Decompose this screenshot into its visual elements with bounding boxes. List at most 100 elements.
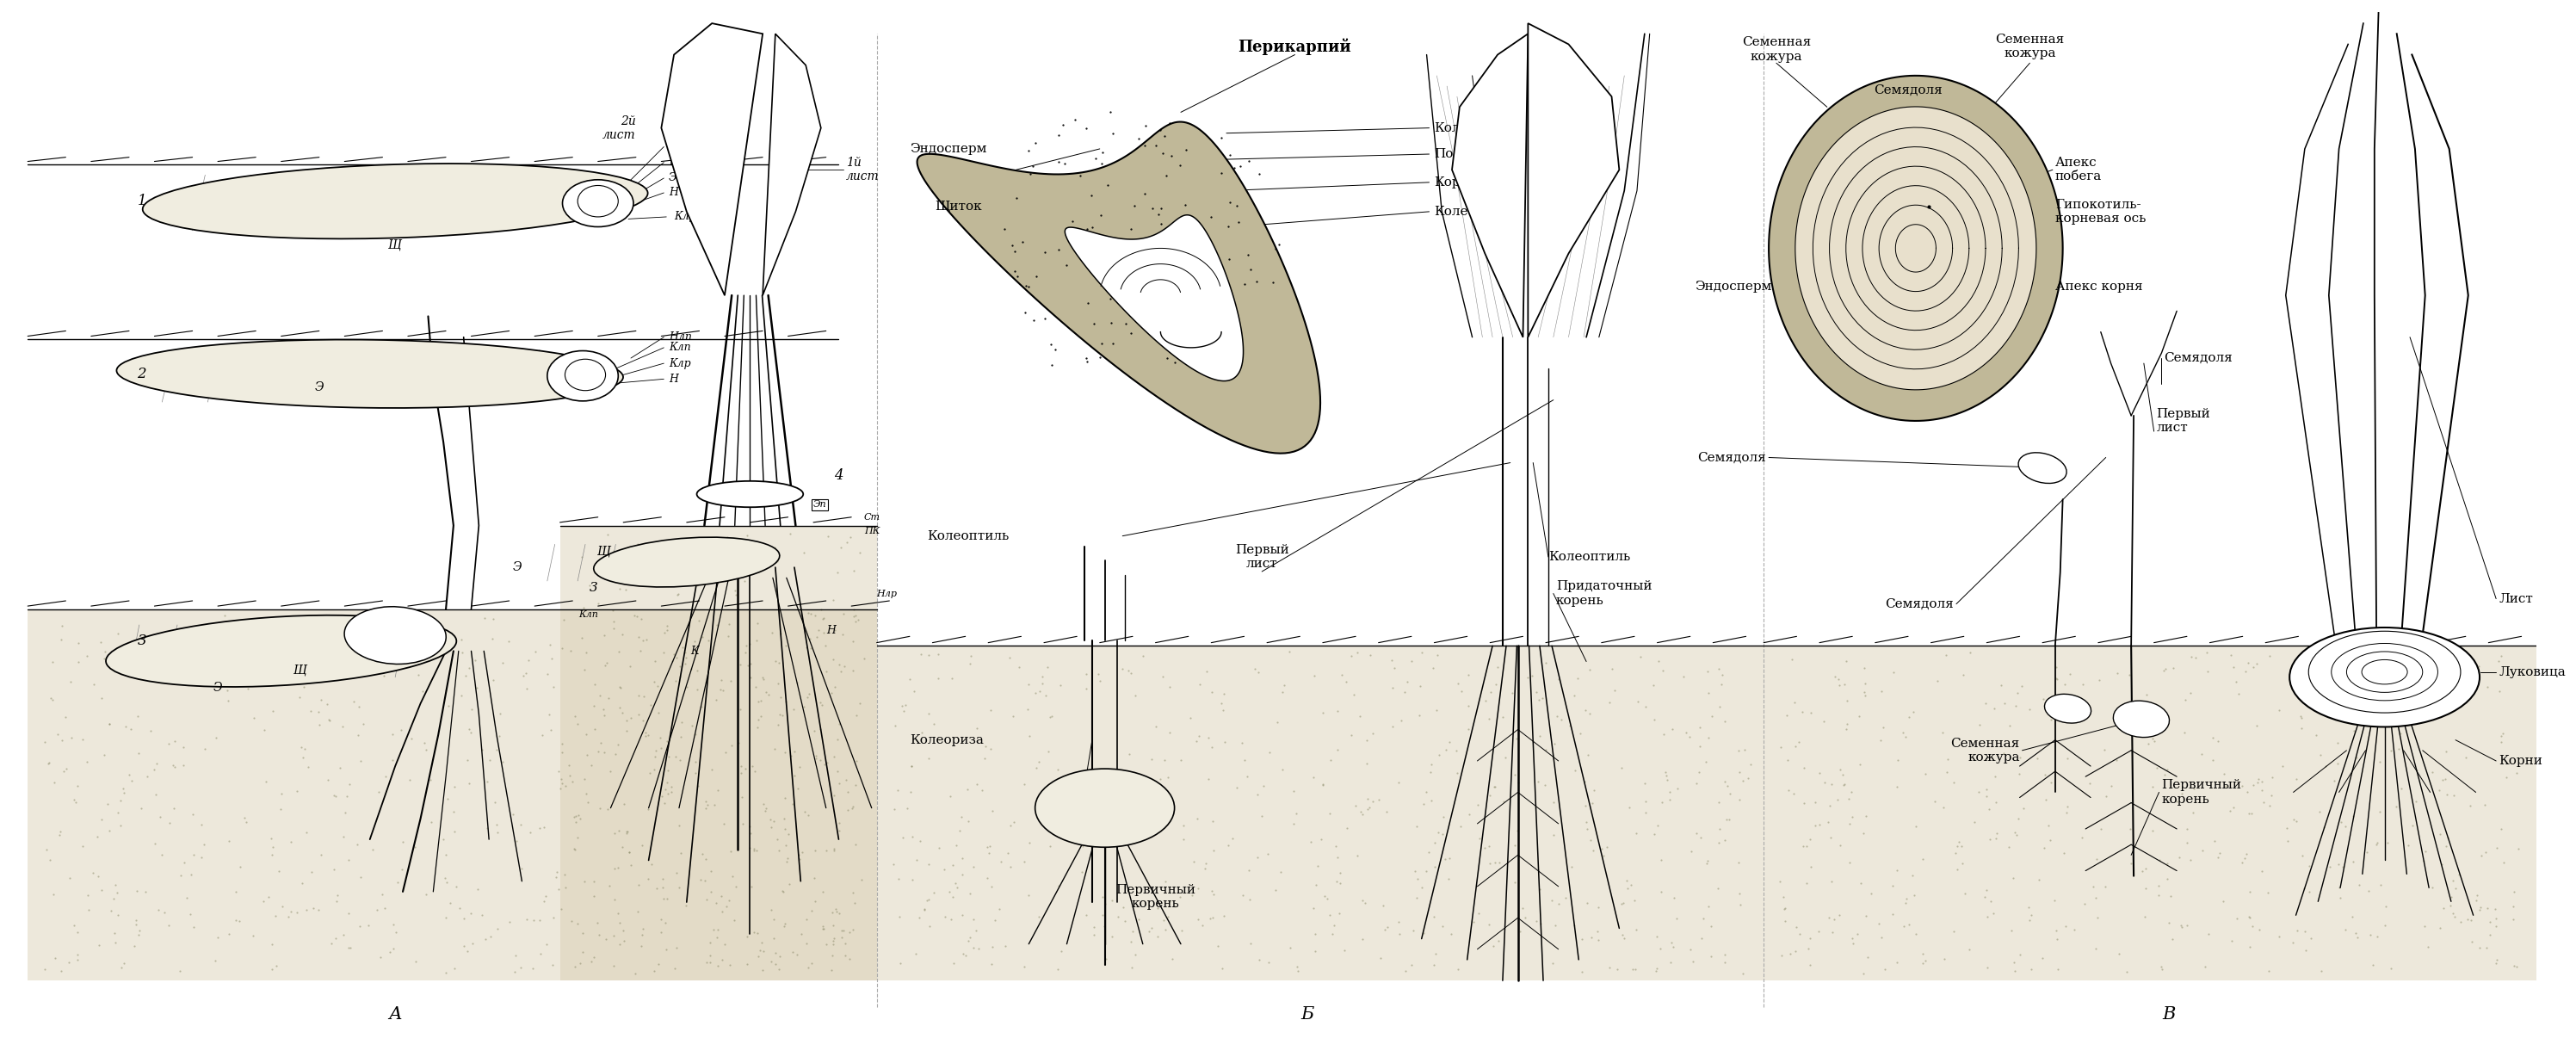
Point xyxy=(1226,768,1267,785)
Point xyxy=(930,911,971,928)
Point xyxy=(726,527,768,543)
Point xyxy=(1363,898,1404,914)
Point xyxy=(878,870,920,887)
Point xyxy=(572,887,613,904)
Text: Щ: Щ xyxy=(389,239,402,251)
Point xyxy=(1141,668,1182,685)
Point xyxy=(832,884,873,901)
Point xyxy=(567,746,608,763)
Point xyxy=(1775,738,1816,755)
Point xyxy=(103,780,144,797)
Point xyxy=(173,846,214,863)
Point xyxy=(1705,811,1747,828)
Point xyxy=(1041,943,1082,960)
Point xyxy=(46,761,88,778)
Point xyxy=(466,820,507,837)
Point xyxy=(2336,749,2378,766)
Point xyxy=(355,902,397,919)
Point xyxy=(242,722,283,739)
Point xyxy=(1260,864,1301,881)
Point xyxy=(1084,895,1126,912)
Point xyxy=(765,744,806,761)
Point xyxy=(1718,853,1759,870)
Point xyxy=(891,758,933,775)
Point xyxy=(1131,750,1172,767)
Point xyxy=(1698,698,1739,715)
Point xyxy=(1824,676,1865,693)
Point xyxy=(2424,900,2465,916)
Point xyxy=(819,822,860,839)
Point xyxy=(1216,779,1257,796)
Point xyxy=(361,948,402,965)
Point xyxy=(448,943,489,960)
Point xyxy=(701,904,742,921)
Point xyxy=(1937,861,1978,878)
Point xyxy=(180,816,222,832)
Point xyxy=(1850,885,1891,902)
Point xyxy=(1935,845,1976,862)
Text: Семядоля: Семядоля xyxy=(1873,84,1942,97)
Point xyxy=(2226,783,2267,800)
Point xyxy=(551,772,592,789)
Point xyxy=(1412,660,1453,677)
Point xyxy=(979,901,1020,918)
Point xyxy=(801,751,842,768)
Point xyxy=(371,751,412,768)
Point xyxy=(1700,676,1741,693)
Point xyxy=(1149,724,1190,741)
Point xyxy=(1922,724,1963,741)
Point xyxy=(595,825,636,842)
Point xyxy=(621,926,662,943)
Point xyxy=(2128,736,2169,753)
Point xyxy=(1162,817,1203,833)
Point xyxy=(1373,659,1414,676)
Bar xyxy=(28,610,876,981)
Point xyxy=(2174,780,2215,797)
Point xyxy=(1819,762,1860,779)
Point xyxy=(343,635,384,652)
Point xyxy=(2228,883,2269,900)
Point xyxy=(314,861,355,878)
Point xyxy=(1023,675,1064,692)
Point xyxy=(577,743,618,760)
Point xyxy=(1618,693,1659,709)
Point xyxy=(899,832,940,849)
Point xyxy=(281,875,322,892)
Point xyxy=(811,652,853,668)
Point xyxy=(1236,849,1278,866)
Point xyxy=(580,687,621,704)
Point xyxy=(811,684,853,701)
Point xyxy=(1674,776,1716,792)
Point xyxy=(716,586,757,603)
Point xyxy=(842,651,884,667)
Point xyxy=(1553,687,1595,704)
Point xyxy=(2130,822,2172,839)
Point xyxy=(1108,746,1149,763)
Point xyxy=(2465,678,2506,695)
Point xyxy=(289,643,330,660)
Point xyxy=(2251,769,2293,786)
Point xyxy=(1844,687,1886,704)
Point xyxy=(1826,716,1868,733)
Point xyxy=(840,871,881,888)
Point xyxy=(719,701,760,718)
Point xyxy=(1589,694,1631,710)
Point xyxy=(711,843,752,860)
Point xyxy=(477,824,518,841)
Point xyxy=(600,914,641,931)
Point xyxy=(471,672,513,688)
Point xyxy=(930,788,971,805)
Point xyxy=(1324,673,1365,689)
Point xyxy=(1798,923,1839,940)
Point xyxy=(204,606,245,623)
Point xyxy=(2069,705,2110,722)
Point xyxy=(433,823,474,840)
Point xyxy=(1028,743,1069,760)
Point xyxy=(1893,887,1935,904)
Point xyxy=(2069,776,2110,792)
Point xyxy=(2434,787,2476,804)
Point xyxy=(2481,727,2522,744)
Point xyxy=(945,781,987,798)
Point xyxy=(881,829,922,846)
Point xyxy=(1875,862,1917,879)
